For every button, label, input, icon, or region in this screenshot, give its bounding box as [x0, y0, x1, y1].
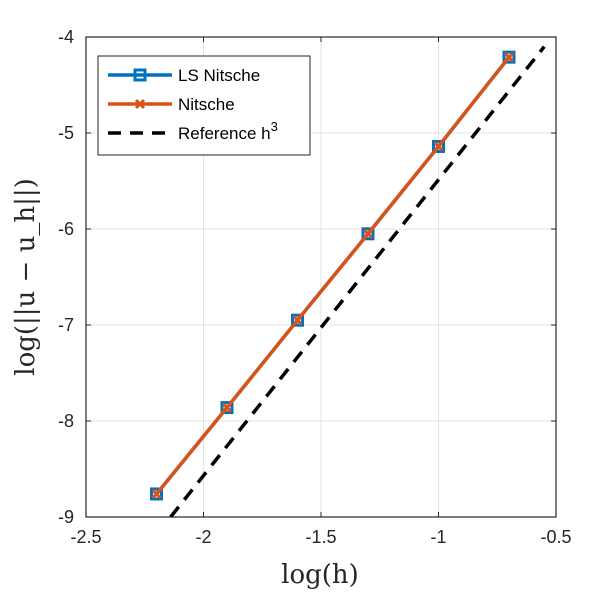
data-point: [291, 313, 304, 327]
y-tick-label: -6: [58, 219, 74, 239]
legend: LS Nitsche Nitsche Reference h3: [97, 55, 311, 156]
x-tick-label: -1.5: [305, 527, 336, 547]
data-point: [220, 401, 234, 415]
legend-label: Nitsche: [178, 95, 235, 114]
data-point: [292, 315, 303, 326]
x-tick-label: -1: [430, 527, 446, 547]
y-tick-label: -7: [58, 315, 74, 335]
y-tick-label: -8: [58, 411, 74, 431]
x-tick-label: -0.5: [540, 527, 571, 547]
data-point: [362, 228, 374, 239]
y-axis-label: log(||u − u_h||): [11, 178, 41, 376]
series-2: [151, 52, 515, 500]
legend-label-text: Nitsche: [178, 95, 235, 114]
data-point: [432, 139, 445, 153]
y-label-text: log(||u − u_h||): [11, 178, 41, 376]
legend-label-superscript: 3: [271, 119, 278, 134]
data-point: [503, 52, 515, 63]
series-line: [169, 45, 546, 519]
series-line: [155, 56, 511, 496]
data-point: [433, 141, 444, 152]
legend-label: Reference h3: [178, 119, 278, 143]
legend-label-text: Reference h: [178, 124, 271, 143]
series-3: [169, 45, 546, 519]
y-tick-label: -9: [58, 507, 74, 527]
data-point: [502, 50, 516, 64]
data-point: [361, 227, 375, 241]
legend-swatch-marker: [133, 68, 147, 82]
x-axis-label: log(h): [281, 560, 359, 590]
x-tick-label: -2: [195, 527, 211, 547]
y-tick-label: -5: [58, 123, 74, 143]
y-tick-label: -4: [58, 27, 74, 47]
x-label-text: log(h): [281, 560, 359, 590]
data-point: [150, 487, 163, 501]
legend-label: LS Nitsche: [178, 66, 260, 85]
x-tick-label: -2.5: [70, 527, 101, 547]
data-point: [221, 402, 233, 413]
legend-label-text: LS Nitsche: [178, 66, 260, 85]
series-layer: [150, 45, 546, 519]
axis-ticks: -2.5 -2 -1.5 -1 -0.5 -9 -8 -7 -6 -5 -4: [58, 27, 572, 547]
legend-swatch-marker: [134, 98, 146, 110]
data-point: [151, 488, 162, 500]
